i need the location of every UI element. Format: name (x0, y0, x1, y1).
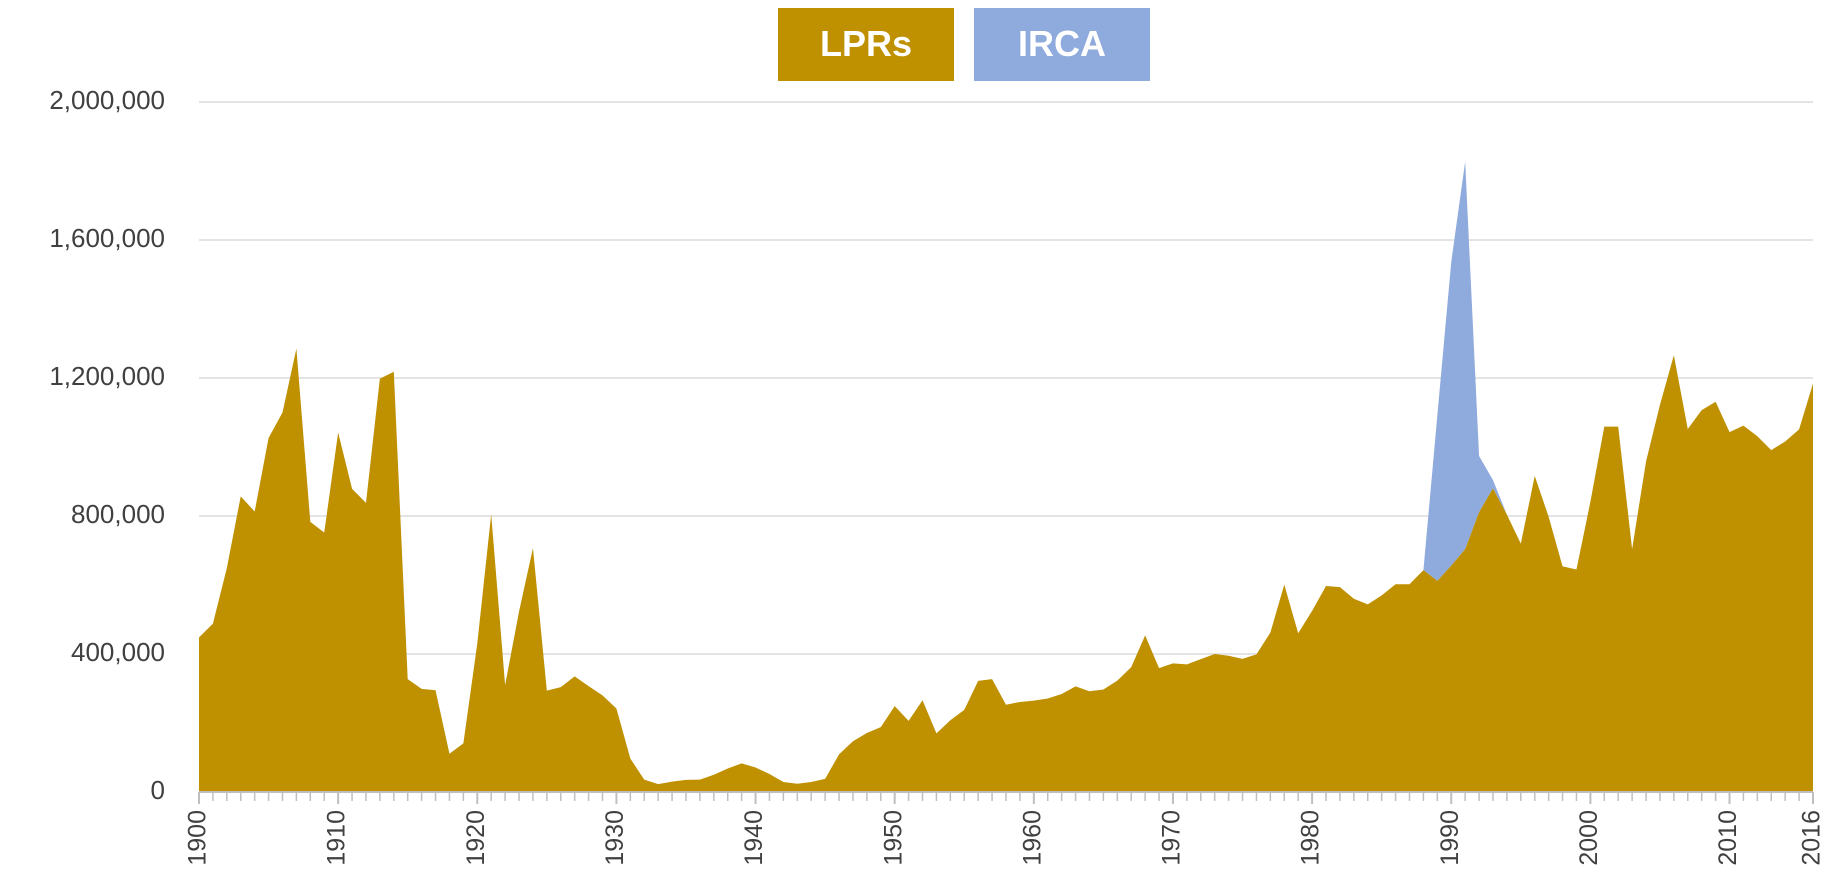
legend-swatch (974, 8, 1150, 81)
y-tick-label: 1,200,000 (49, 361, 165, 391)
x-tick-label: 1930 (601, 810, 629, 866)
legend-swatch (778, 8, 954, 81)
x-tick-label: 2016 (1798, 810, 1826, 866)
area (199, 348, 1813, 792)
x-tick-label: 2000 (1575, 810, 1603, 866)
x-tick-label: 1970 (1158, 810, 1186, 866)
y-tick-label: 400,000 (71, 637, 165, 667)
x-tick-label: 1980 (1297, 810, 1325, 866)
x-tick-label: 1920 (462, 810, 490, 866)
legend-label: LPRs (820, 23, 912, 64)
x-tick-label: 1960 (1018, 810, 1046, 866)
y-tick-label: 0 (151, 775, 165, 805)
x-tick-label: 1950 (879, 810, 907, 866)
y-tick-label: 1,600,000 (49, 223, 165, 253)
y-tick-label: 2,000,000 (49, 85, 165, 115)
legend-label: IRCA (1018, 23, 1106, 64)
x-tick-label: 1900 (184, 810, 212, 866)
x-tick-label: 1940 (740, 810, 768, 866)
x-tick-label: 1910 (323, 810, 351, 866)
x-tick-label: 1990 (1436, 810, 1464, 866)
y-tick-label: 800,000 (71, 499, 165, 529)
x-tick-label: 2010 (1714, 810, 1742, 866)
